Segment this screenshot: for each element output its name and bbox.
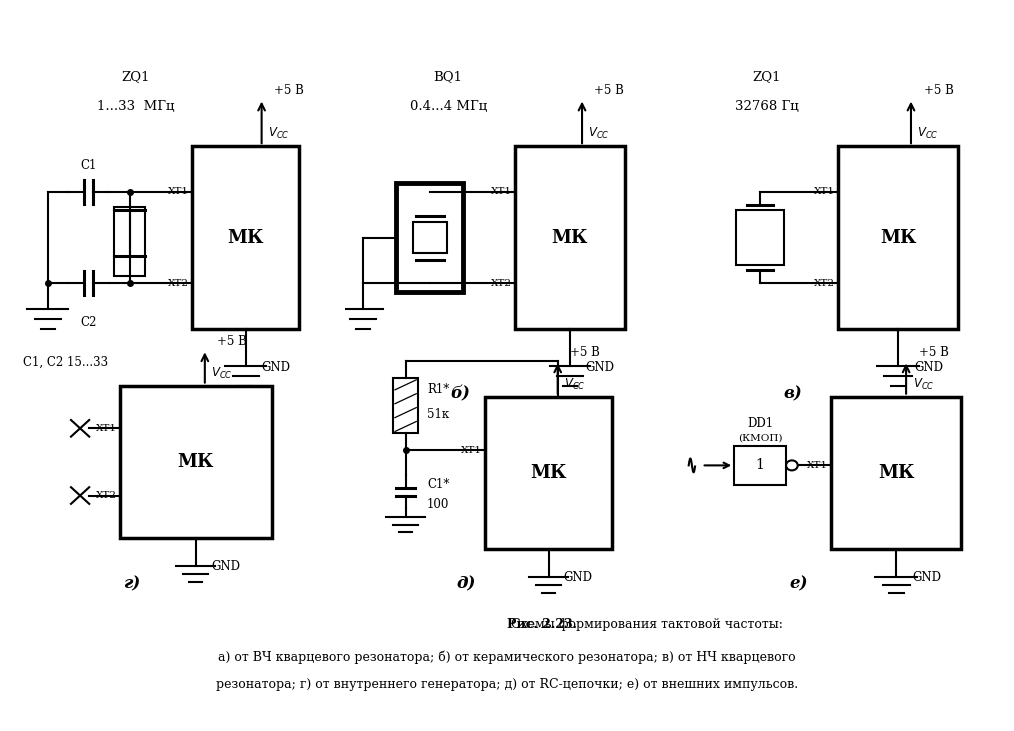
Text: 0.4...4 МГц: 0.4...4 МГц [410,99,487,113]
Text: МК: МК [880,229,917,246]
Text: 51к: 51к [427,408,449,421]
Text: BQ1: BQ1 [434,70,462,83]
Text: МК: МК [552,229,588,246]
Bar [193,146,299,329]
Text: в): в) [783,385,802,402]
Text: DD1: DD1 [747,417,773,430]
Text: МК: МК [530,464,567,482]
Text: $V_{CC}$: $V_{CC}$ [564,377,585,393]
Text: GND: GND [564,572,593,584]
Text: а): а) [121,385,139,402]
Text: д): д) [456,575,477,592]
Text: резонатора; г) от внутреннего генератора; д) от RC-цепочки; е) от внешних импуль: резонатора; г) от внутреннего генератора… [216,678,798,692]
Text: 1: 1 [755,458,765,472]
Text: +5 В: +5 В [594,84,624,97]
Bar [838,146,958,329]
Bar [736,211,785,265]
Text: (КМОП): (КМОП) [738,433,783,442]
Text: ZQ1: ZQ1 [122,70,150,83]
Text: XT1: XT1 [807,461,828,470]
Text: $V_{CC}$: $V_{CC}$ [588,126,609,140]
Text: +5 В: +5 В [570,346,599,359]
Text: GND: GND [913,572,942,584]
Text: $V_{CC}$: $V_{CC}$ [913,377,934,393]
Text: XT2: XT2 [813,279,835,288]
Text: МК: МК [177,453,214,471]
Text: г): г) [123,575,141,592]
Text: +5 В: +5 В [217,335,246,348]
Bar [396,183,463,292]
Text: $V_{CC}$: $V_{CC}$ [268,126,289,140]
Text: 32768 Гц: 32768 Гц [735,99,798,113]
Text: C2: C2 [80,316,97,329]
Text: +5 В: +5 В [274,84,304,97]
Bar [413,222,447,253]
Text: МК: МК [878,464,915,482]
Text: а) от ВЧ кварцевого резонатора; б) от керамического резонатора; в) от НЧ кварцев: а) от ВЧ кварцевого резонатора; б) от ке… [218,651,796,664]
Text: $V_{CC}$: $V_{CC}$ [918,126,939,140]
Text: +5 В: +5 В [919,346,949,359]
Text: XT2: XT2 [491,279,512,288]
Text: XT1: XT1 [491,187,512,197]
Bar [114,207,145,276]
Text: б): б) [450,385,470,402]
Text: GND: GND [585,361,614,374]
Bar [120,385,272,538]
Text: C1, C2 15...33: C1, C2 15...33 [22,355,107,368]
Text: XT1: XT1 [460,446,482,455]
Bar [734,446,786,485]
Text: XT1: XT1 [168,187,190,197]
Text: Рис. 2.23.: Рис. 2.23. [507,618,577,631]
Text: ZQ1: ZQ1 [752,70,781,83]
Bar [393,378,418,433]
Text: XT1: XT1 [95,424,117,433]
Text: 100: 100 [427,499,449,512]
Text: $V_{CC}$: $V_{CC}$ [211,366,232,382]
Text: R1*: R1* [427,384,449,396]
Text: C1*: C1* [427,477,449,491]
Text: GND: GND [211,560,240,573]
Text: GND: GND [915,361,943,374]
Text: 1...33  МГц: 1...33 МГц [97,99,174,113]
Bar [485,397,612,550]
Circle shape [786,461,798,470]
Bar [515,146,625,329]
Text: е): е) [790,575,808,592]
Text: XT1: XT1 [813,187,835,197]
Bar [831,397,961,550]
Text: XT2: XT2 [95,491,117,500]
Text: GND: GND [262,361,291,374]
Text: XT2: XT2 [168,279,190,288]
Text: МК: МК [228,229,264,246]
Text: C1: C1 [80,159,97,172]
Text: +5 В: +5 В [924,84,954,97]
Text: Схемы формирования тактовой частоты:: Схемы формирования тактовой частоты: [507,618,783,631]
